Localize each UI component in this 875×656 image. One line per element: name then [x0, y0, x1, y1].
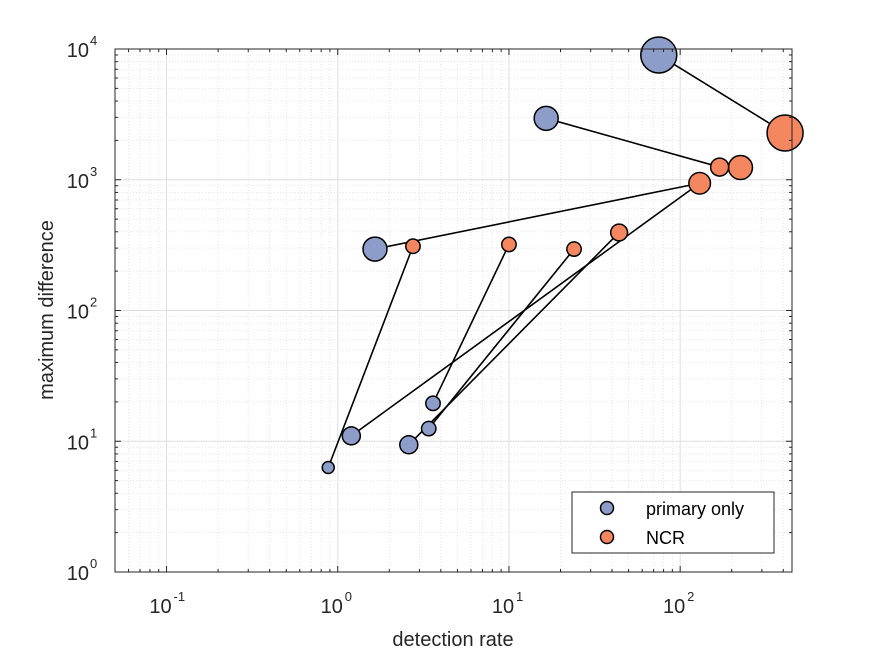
- x-tick-exponent: 2: [687, 589, 694, 604]
- x-tick-label: 10: [492, 596, 514, 618]
- x-tick-exponent: 0: [345, 589, 352, 604]
- point-primary-only: [425, 395, 441, 412]
- axes: [114, 48, 793, 573]
- point-ncr: [609, 223, 629, 242]
- point-primary-only: [640, 36, 678, 74]
- point-primary-only: [533, 105, 559, 132]
- legend-label-ncr: NCR: [646, 528, 685, 548]
- connection-lines: [327, 54, 786, 468]
- y-tick-exponent: 1: [90, 425, 97, 440]
- connection-line: [545, 117, 720, 168]
- point-primary-only: [321, 460, 335, 475]
- y-tick-label: 10: [67, 302, 89, 324]
- y-tick-exponent: 0: [90, 556, 97, 571]
- y-tick-exponent: 4: [90, 33, 97, 48]
- legend-marker-ncr: [599, 529, 615, 545]
- connection-line: [327, 245, 414, 468]
- x-tick-exponent: 1: [516, 589, 523, 604]
- y-axis-label: maximum difference: [36, 220, 58, 400]
- point-ncr: [688, 171, 712, 195]
- y-tick-exponent: 3: [90, 164, 97, 179]
- point-ncr: [709, 157, 730, 177]
- y-tick-label: 10: [67, 171, 89, 193]
- x-tick-labels: 10 -1 10 0 10 1 10 2: [149, 589, 694, 618]
- y-tick-label: 10: [67, 432, 89, 454]
- connection-line: [658, 54, 786, 134]
- point-ncr: [766, 114, 804, 152]
- point-primary-only: [362, 236, 388, 262]
- connection-line: [432, 244, 510, 404]
- y-tick-exponent: 2: [90, 295, 97, 310]
- point-ncr: [501, 236, 517, 253]
- point-ncr: [727, 154, 754, 181]
- legend-marker-primary-only: [599, 500, 615, 516]
- y-tick-label: 10: [67, 563, 89, 585]
- x-tick-exponent: -1: [174, 589, 186, 604]
- point-primary-only: [420, 420, 437, 437]
- y-tick-label: 10: [67, 40, 89, 62]
- x-axis-label: detection rate: [392, 629, 513, 651]
- connection-line: [374, 182, 700, 250]
- point-ncr: [405, 238, 421, 255]
- x-tick-label: 10: [321, 596, 343, 618]
- x-tick-label: 10: [149, 596, 171, 618]
- point-ncr: [566, 241, 583, 258]
- x-tick-label: 10: [663, 596, 685, 618]
- legend-label-primary-only: primary only: [646, 499, 744, 519]
- connection-line: [428, 248, 575, 430]
- connection-line: [408, 231, 620, 446]
- point-primary-only: [341, 426, 362, 446]
- legend: primary only NCR: [571, 491, 775, 554]
- data-points: [321, 36, 804, 475]
- point-primary-only: [399, 435, 419, 455]
